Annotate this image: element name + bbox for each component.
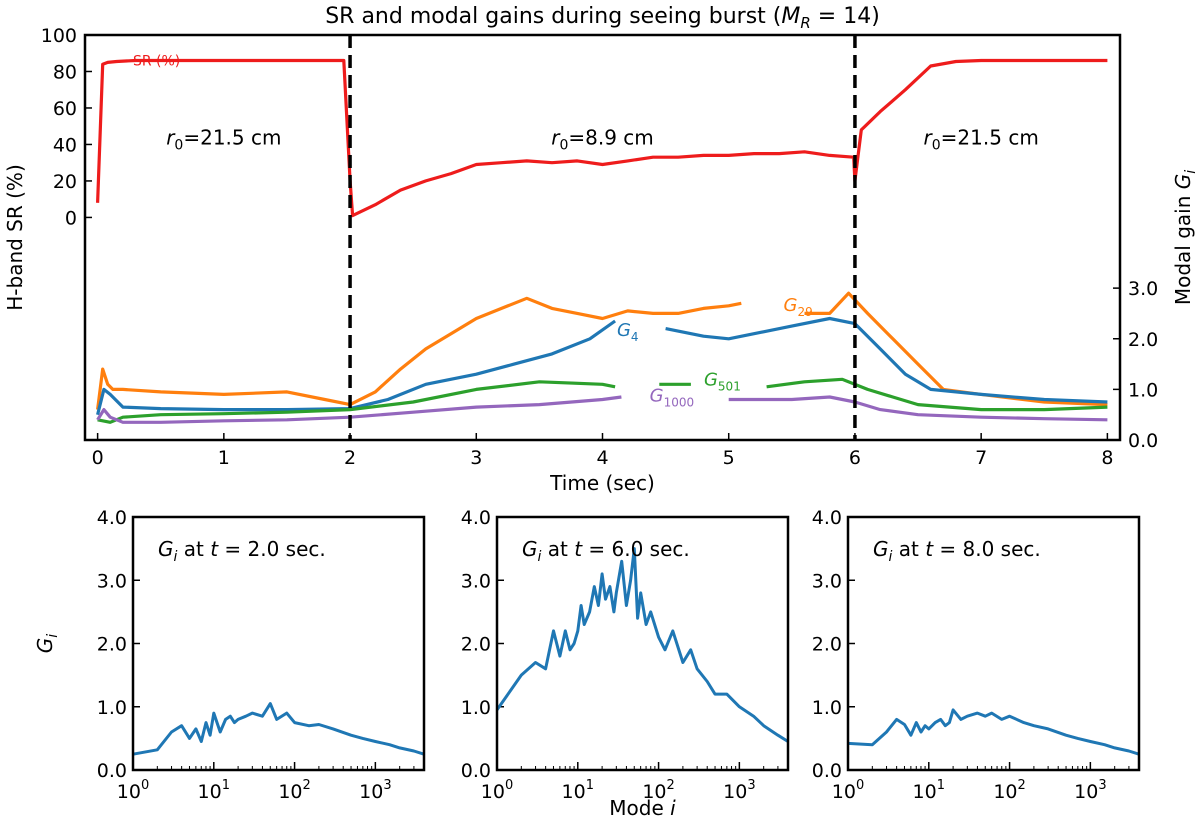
y-tick-label: 1.0 (812, 697, 842, 719)
x-tick-label: 1 (218, 447, 230, 469)
panel-annotation: Gi at t = 8.0 sec. (873, 537, 1041, 565)
y-right-tick-label: 1.0 (1128, 379, 1158, 401)
y-tick-label: 4.0 (812, 507, 842, 529)
subplot-1: 100 101 102 103 0.0 1.0 2.0 3.0 4.0 Gi at t = 2.0… (33, 507, 426, 803)
x-tick-label: 6 (849, 447, 861, 469)
x-tick-label: 0 (92, 447, 104, 469)
series-line-g-1000 (96, 395, 1108, 424)
x-axis-label: Time (sec) (549, 471, 655, 495)
y-tick-label: 3.0 (461, 570, 491, 592)
x-axis-label: Mode i (609, 796, 676, 820)
series-label-g-501: G501 (704, 369, 741, 393)
y-right-tick-label: 3.0 (1128, 278, 1158, 300)
y-left-tick-label: 60 (53, 98, 77, 120)
x-tick-label: 103 (723, 778, 755, 803)
x-tick-label: 102 (642, 778, 674, 803)
x-tick-label: 102 (278, 778, 310, 803)
x-tick-label: 5 (723, 447, 735, 469)
series-label-g-29: G29 (784, 295, 813, 319)
series-label-g-4: G4 (617, 320, 639, 344)
y-tick-label: 0.0 (812, 760, 842, 782)
x-tick-label: 3 (470, 447, 482, 469)
y-tick-label: 3.0 (812, 570, 842, 592)
annotation-r0: r0=8.9 cm (551, 125, 654, 153)
series-line-g-501 (97, 377, 1108, 424)
subplot-2: 100 101 102 103 0.0 1.0 2.0 3.0 4.0 Gi at t = 6.0… (461, 507, 790, 820)
y-right-tick-label: 0.0 (1128, 430, 1158, 452)
x-tick-label: 100 (832, 778, 864, 803)
series-label-g-1000: G1000 (650, 386, 695, 410)
x-tick-label: 100 (117, 778, 149, 803)
y-tick-label: 2.0 (97, 634, 127, 656)
plot-frame (846, 515, 1141, 772)
series-label-sr: SR (%) (133, 54, 180, 70)
x-tick-label: 103 (359, 778, 391, 803)
x-tick-label: 101 (562, 778, 594, 803)
y-left-tick-label: 100 (41, 25, 77, 47)
y-left-tick-label: 20 (53, 171, 77, 193)
plot-frame (83, 33, 1122, 442)
annotation-r0: r0=21.5 cm (166, 125, 281, 153)
series-line-gi (495, 547, 789, 743)
series-line-sr- (96, 58, 1108, 218)
subplot-3: 100 101 102 103 0.0 1.0 2.0 3.0 4.0 Gi at t = 8.0… (812, 507, 1141, 803)
y-tick-label: 0.0 (461, 760, 491, 782)
y-tick-label: 1.0 (97, 697, 127, 719)
y-tick-label: 4.0 (97, 507, 127, 529)
plot-frame (495, 515, 790, 772)
y-right-tick-label: 2.0 (1128, 329, 1158, 351)
y-tick-label: 3.0 (97, 570, 127, 592)
y-tick-label: 2.0 (812, 634, 842, 656)
y-tick-label: 4.0 (461, 507, 491, 529)
series-line-gi (132, 702, 425, 756)
x-tick-label: 8 (1101, 447, 1113, 469)
panel-annotation: Gi at t = 6.0 sec. (522, 537, 690, 565)
x-tick-label: 103 (1074, 778, 1106, 803)
y-right-axis-label: Modal gain Gi (1171, 170, 1199, 305)
y-axis-label: Gi (33, 634, 61, 654)
x-tick-label: 4 (596, 447, 608, 469)
y-left-tick-label: 80 (53, 61, 77, 83)
x-tick-label: 7 (975, 447, 987, 469)
y-tick-label: 1.0 (461, 697, 491, 719)
x-tick-label: 2 (344, 447, 356, 469)
chart-title: SR and modal gains during seeing burst (… (325, 4, 880, 32)
plot-frame (131, 515, 426, 772)
x-tick-label: 100 (481, 778, 513, 803)
y-left-axis-label: H-band SR (%) (3, 164, 27, 311)
x-tick-label: 101 (198, 778, 230, 803)
y-left-tick-label: 40 (53, 134, 77, 156)
annotation-r0: r0=21.5 cm (924, 125, 1039, 153)
x-tick-label: 102 (993, 778, 1025, 803)
y-tick-label: 0.0 (97, 760, 127, 782)
y-tick-label: 2.0 (461, 634, 491, 656)
y-left-tick-label: 0 (65, 207, 77, 229)
x-tick-label: 101 (913, 778, 945, 803)
panel-annotation: Gi at t = 2.0 sec. (158, 537, 326, 565)
series-line-gi (847, 708, 1140, 756)
